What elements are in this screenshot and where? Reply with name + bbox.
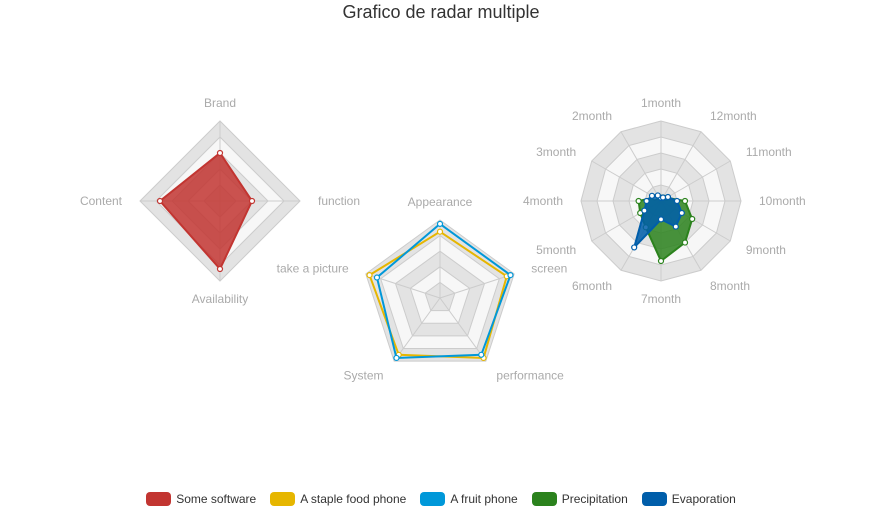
data-point-evaporation-11month[interactable] [664, 193, 672, 201]
indicator-label-appearance: Appearance [408, 195, 473, 209]
data-point-a-fruit-phone-system[interactable] [393, 354, 400, 362]
data-point-a-fruit-phone-performance[interactable] [478, 351, 485, 358]
data-point-a-staple-food-phone-appearance[interactable] [436, 228, 444, 235]
legend-swatch [531, 492, 557, 506]
indicator-label-function: function [318, 194, 360, 208]
legend-label: Precipitation [561, 492, 628, 506]
legend-swatch [641, 492, 667, 506]
indicator-label-content: Content [80, 194, 123, 208]
data-point-evaporation-8month[interactable] [672, 223, 679, 230]
legend-swatch [146, 492, 172, 506]
indicator-label-11month: 11month [746, 145, 792, 159]
legend-item-precipitation[interactable]: Precipitation [531, 492, 628, 506]
legend-label: A fruit phone [450, 492, 518, 506]
radar-1: Brand function Availability Content [80, 96, 360, 306]
indicator-label-3month: 3month [536, 145, 576, 159]
data-point-evaporation-6month[interactable] [631, 244, 638, 251]
indicator-label-screen: screen [531, 261, 567, 275]
data-point-evaporation-2month[interactable] [654, 192, 661, 199]
indicator-label-4month: 4month [523, 194, 563, 208]
indicator-label-system: System [344, 369, 384, 383]
legend-label: Evaporation [671, 492, 736, 506]
indicator-label-9month: 9month [746, 243, 786, 257]
radar-axis-line [393, 297, 441, 362]
series-area-a-fruit-phone[interactable] [375, 222, 512, 359]
legend-label: A staple food phone [300, 492, 407, 506]
legend-swatch [420, 492, 446, 506]
data-point-a-fruit-phone-appearance[interactable] [436, 220, 444, 227]
data-point-some-software-content[interactable] [156, 197, 164, 205]
radar-axis-line [439, 297, 487, 362]
legend-item-fruit-phone[interactable]: A fruit phone [420, 492, 518, 506]
data-point-evaporation-5month[interactable] [641, 207, 648, 214]
indicator-label-performance: performance [496, 369, 564, 383]
radar-axis-line [620, 131, 662, 202]
indicator-label-8month: 8month [710, 279, 750, 293]
data-point-precipitation-8month[interactable] [681, 239, 689, 246]
data-point-evaporation-3month[interactable] [648, 192, 656, 199]
indicator-label-1month: 1month [641, 96, 681, 110]
data-point-precipitation-4month[interactable] [635, 197, 642, 205]
radar-2: Appearance screen performance System take a … [277, 195, 568, 383]
data-point-precipitation-10month[interactable] [681, 197, 689, 205]
indicator-label-6month: 6month [572, 279, 612, 293]
indicator-label-12month: 12month [710, 109, 757, 123]
data-point-precipitation-7month[interactable] [657, 257, 665, 265]
data-point-evaporation-12month[interactable] [659, 194, 667, 201]
data-point-evaporation-9month[interactable] [678, 209, 685, 217]
legend-swatch [270, 492, 296, 506]
data-point-evaporation-4month[interactable] [643, 197, 650, 205]
legend-item-staple-food-phone[interactable]: A staple food phone [270, 492, 406, 506]
data-point-a-staple-food-phone-take-a-picture[interactable] [366, 272, 373, 279]
indicator-label-brand: Brand [204, 96, 236, 110]
chart-title: Grafico de radar multiple [342, 2, 540, 22]
legend-item-some-software[interactable]: Some software [146, 492, 256, 506]
indicator-label-take-a-picture: take a picture [277, 261, 349, 275]
legend-item-evaporation[interactable]: Evaporation [641, 492, 736, 506]
radar-axis-line [439, 273, 515, 299]
indicator-label-5month: 5month [536, 243, 576, 257]
data-point-evaporation-10month[interactable] [673, 197, 681, 205]
data-point-some-software-availability[interactable] [216, 265, 224, 273]
radar-3: 1month 2month 3month 4month 5month 6month 7mon… [523, 96, 806, 306]
indicator-label-7month: 7month [641, 292, 681, 306]
indicator-label-2month: 2month [572, 109, 612, 123]
data-point-a-fruit-phone-screen[interactable] [507, 272, 514, 279]
legend: Some software A staple food phone A frui… [0, 489, 882, 509]
data-point-evaporation-7month[interactable] [657, 216, 665, 223]
indicator-label-10month: 10month [759, 194, 806, 208]
data-point-some-software-brand[interactable] [216, 149, 224, 157]
radar-axis-line [660, 131, 702, 202]
data-point-some-software-function[interactable] [248, 197, 256, 205]
data-point-a-fruit-phone-take-a-picture[interactable] [373, 274, 381, 281]
indicator-label-availability: Availability [192, 292, 248, 306]
legend-label: Some software [176, 492, 257, 506]
data-point-precipitation-9month[interactable] [689, 215, 696, 223]
radar-axis-line [660, 160, 731, 202]
